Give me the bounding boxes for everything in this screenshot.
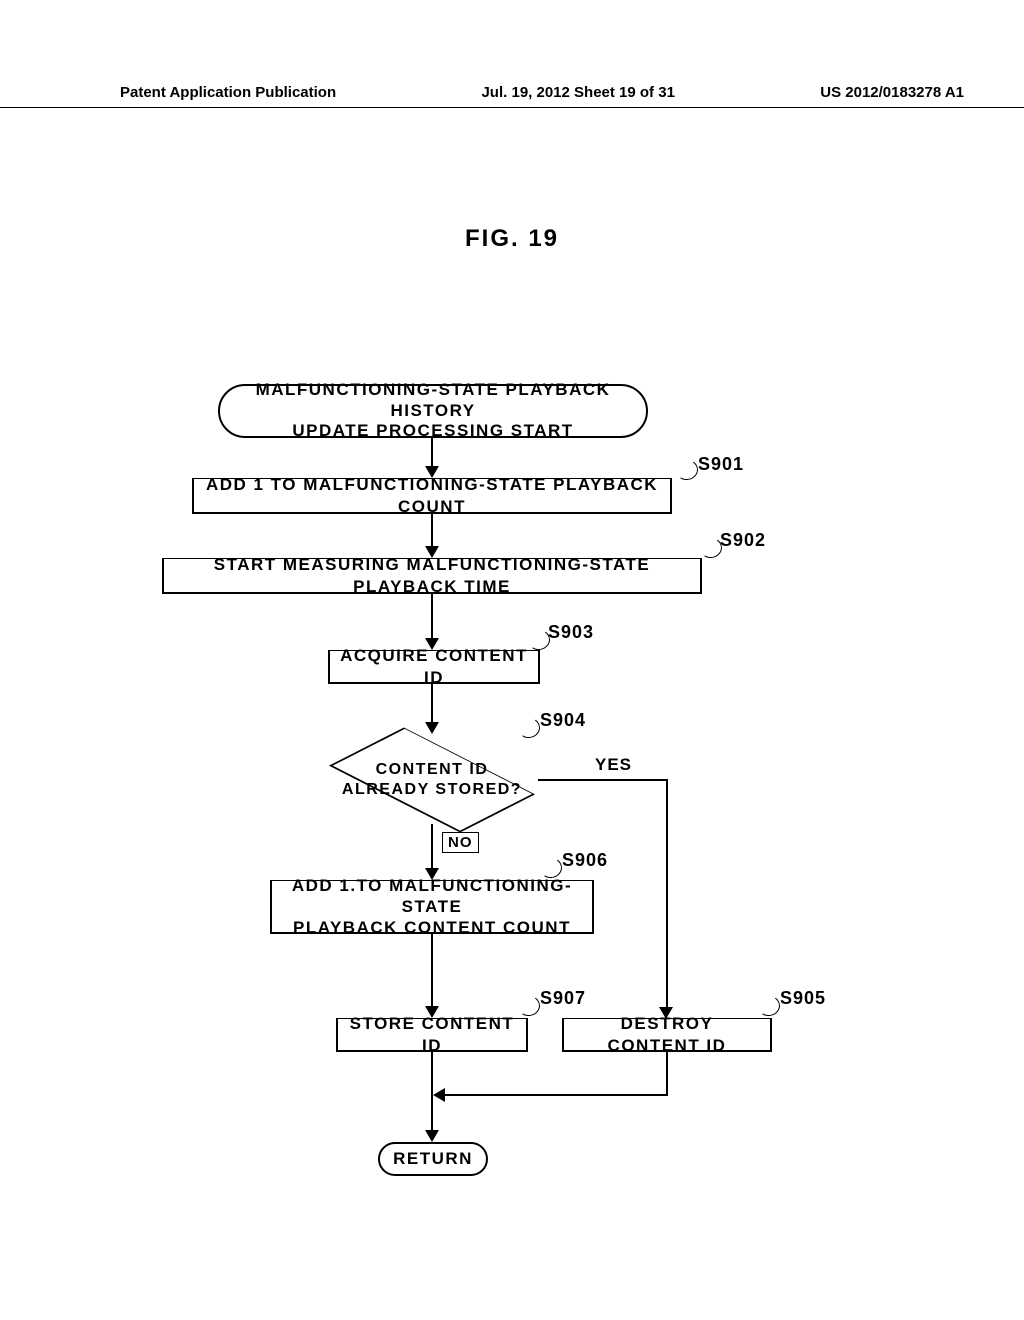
- header-left: Patent Application Publication: [120, 84, 336, 101]
- process-s903: ACQUIRE CONTENT ID: [328, 650, 540, 684]
- branch-no-label: NO: [442, 832, 479, 853]
- connector: [431, 824, 433, 870]
- return-terminator: RETURN: [378, 1142, 488, 1176]
- connector: [666, 1052, 668, 1094]
- figure-title: FIG. 19: [0, 225, 1024, 253]
- arrowhead-icon: [425, 1130, 439, 1142]
- connector: [431, 514, 433, 548]
- step-label-s904: S904: [540, 710, 586, 731]
- step-label-s901: S901: [698, 454, 744, 475]
- start-terminator: MALFUNCTIONING-STATE PLAYBACK HISTORY UP…: [218, 384, 648, 438]
- branch-yes-label: YES: [595, 755, 632, 775]
- process-s907: STORE CONTENT ID: [336, 1018, 528, 1052]
- connector: [666, 779, 668, 1009]
- header-right: US 2012/0183278 A1: [820, 84, 964, 101]
- connector-curve: [516, 994, 541, 1018]
- connector: [431, 438, 433, 468]
- process-s902: START MEASURING MALFUNCTIONING-STATE PLA…: [162, 558, 702, 594]
- step-label-s905: S905: [780, 988, 826, 1009]
- connector: [538, 779, 668, 781]
- page-header: Patent Application Publication Jul. 19, …: [0, 84, 1024, 108]
- connector: [443, 1094, 668, 1096]
- process-s901: ADD 1 TO MALFUNCTIONING-STATE PLAYBACK C…: [192, 478, 672, 514]
- connector: [431, 684, 433, 724]
- step-label-s907: S907: [540, 988, 586, 1009]
- connector-curve: [674, 458, 699, 482]
- connector: [431, 934, 433, 1008]
- process-s906: ADD 1.TO MALFUNCTIONING-STATE PLAYBACK C…: [270, 880, 594, 934]
- arrowhead-icon: [433, 1088, 445, 1102]
- step-label-s906: S906: [562, 850, 608, 871]
- connector: [431, 1094, 433, 1132]
- step-label-s903: S903: [548, 622, 594, 643]
- process-s905: DESTROY CONTENT ID: [562, 1018, 772, 1052]
- header-center: Jul. 19, 2012 Sheet 19 of 31: [481, 84, 674, 101]
- step-label-s902: S902: [720, 530, 766, 551]
- decision-text-s904: CONTENT ID ALREADY STORED?: [320, 730, 544, 830]
- connector: [431, 594, 433, 640]
